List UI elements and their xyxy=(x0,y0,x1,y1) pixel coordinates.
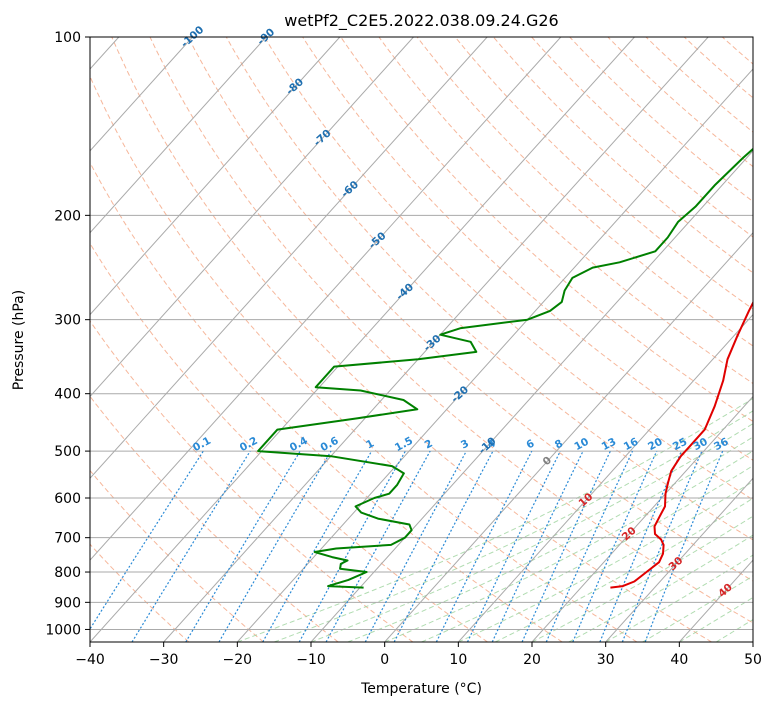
moist-adiabat xyxy=(605,554,753,642)
temperature-series-line xyxy=(610,300,753,589)
isotherm-line xyxy=(310,150,753,642)
profile-lines xyxy=(257,147,753,589)
mixing-ratio-line xyxy=(521,450,611,642)
moist-adiabat xyxy=(458,480,753,642)
isotherm-line xyxy=(90,37,341,316)
dewpoint-series-line xyxy=(257,147,753,589)
moist-adiabat xyxy=(421,465,753,642)
mixing-ratio-line xyxy=(644,450,724,642)
moist-adiabat xyxy=(531,515,753,642)
dry-adiabat xyxy=(90,469,264,642)
y-tick-label: 800 xyxy=(54,565,81,581)
dry-adiabat xyxy=(264,37,753,501)
x-tick-label: −30 xyxy=(149,652,179,668)
y-axis-title: Pressure (hPa) xyxy=(11,290,27,390)
moist-adiabat xyxy=(274,410,753,642)
y-tick-label: 1000 xyxy=(45,622,81,638)
moist-adiabat xyxy=(384,450,753,642)
x-tick-label: 20 xyxy=(523,652,541,668)
y-tick-label: 100 xyxy=(54,30,81,46)
isotherm-line xyxy=(531,395,753,642)
x-axis-title: Temperature (°C) xyxy=(360,681,482,697)
axis-ticks: −40 −30 −20 −10 0 10 20 30 40 50 100 200 300 400 500 60… xyxy=(45,30,762,668)
y-tick-label: 200 xyxy=(54,208,81,224)
x-tick-label: 30 xyxy=(597,652,615,668)
mixing-ratio-line xyxy=(491,450,584,642)
plot-frame xyxy=(89,36,754,643)
dry-adiabat xyxy=(187,37,753,582)
isotherm-line xyxy=(90,37,267,234)
dry-adiabat xyxy=(90,75,638,642)
isotherm-line xyxy=(236,68,753,642)
mixing-ratio-line xyxy=(325,450,431,642)
isotherm-line xyxy=(163,37,709,642)
mixing-ratio-line xyxy=(131,450,251,642)
y-tick-label: 900 xyxy=(54,595,81,611)
isotherm-line xyxy=(90,37,635,642)
x-tick-label: 0 xyxy=(380,652,389,668)
moist-adiabat xyxy=(494,497,753,642)
y-tick-label: 300 xyxy=(54,313,81,329)
mixing-ratio-line xyxy=(621,450,703,642)
y-tick-label: 700 xyxy=(54,531,81,547)
x-tick-label: 40 xyxy=(670,652,688,668)
x-tick-label: 10 xyxy=(449,652,467,668)
isotherm-line xyxy=(605,477,753,642)
moist-adiabat xyxy=(310,423,753,642)
x-tick-label: 50 xyxy=(744,652,762,668)
y-tick-label: 600 xyxy=(54,491,81,507)
x-tick-label: −10 xyxy=(296,652,326,668)
mixing-ratio-line xyxy=(545,450,634,642)
y-tick-label: 400 xyxy=(54,387,81,403)
isotherm-line xyxy=(457,313,753,642)
background-lines xyxy=(90,37,753,642)
y-tick-label: 500 xyxy=(54,444,81,460)
dry-adiabat xyxy=(90,242,488,642)
dry-adiabat xyxy=(416,37,753,347)
moist-adiabat xyxy=(642,575,753,642)
dry-adiabat xyxy=(340,37,753,423)
isotherm-line xyxy=(384,231,753,642)
mixing-ratio-line xyxy=(393,450,494,642)
isotherm-line xyxy=(90,37,488,480)
isotherm-line xyxy=(90,37,414,398)
mixing-ratio-line xyxy=(262,450,373,642)
dry-adiabat xyxy=(454,37,753,310)
mixing-ratio-line xyxy=(572,450,658,642)
isotherm-line xyxy=(90,37,193,152)
mixing-ratio-line xyxy=(90,450,204,631)
mixing-ratio-line xyxy=(364,450,467,642)
dry-adiabat xyxy=(90,161,563,642)
chart-title: wetPf2_C2E5.2022.038.09.24.G26 xyxy=(284,11,558,31)
mixing-ratio-line xyxy=(599,450,682,642)
moist-adiabat xyxy=(347,436,753,642)
isotherm-line xyxy=(90,37,562,561)
x-tick-label: −40 xyxy=(75,652,105,668)
x-tick-label: −20 xyxy=(223,652,253,668)
mixing-ratio-line xyxy=(435,450,533,642)
moist-adiabat xyxy=(679,596,753,642)
